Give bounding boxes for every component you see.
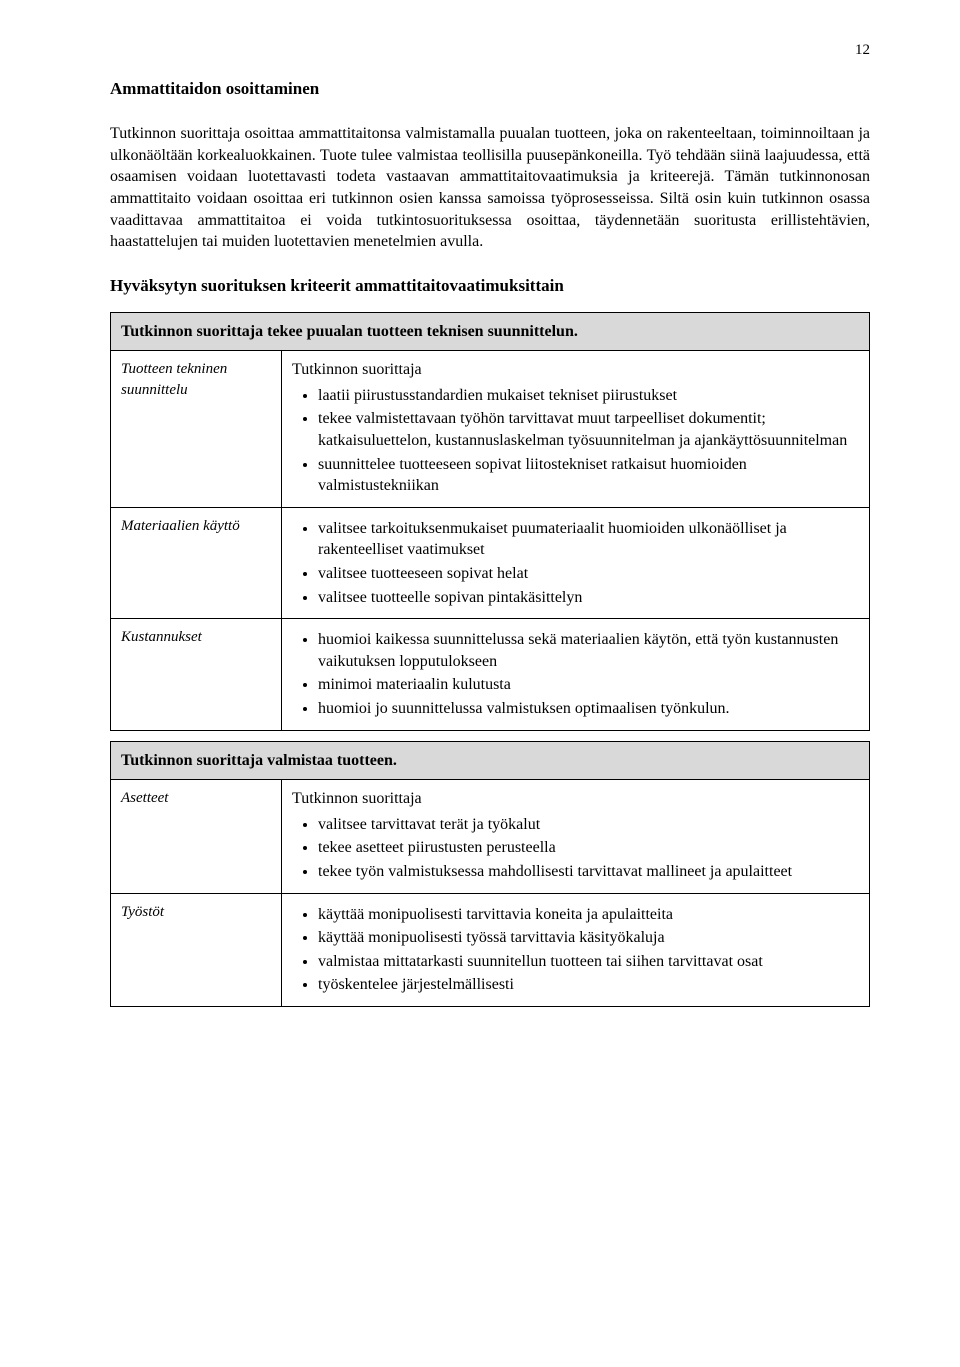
- bullet-list: valitsee tarkoituksenmukaiset puumateria…: [292, 518, 859, 608]
- row-content: valitsee tarkoituksenmukaiset puumateria…: [282, 507, 870, 618]
- list-item: huomioi kaikessa suunnittelussa sekä mat…: [318, 629, 859, 672]
- bullet-list: käyttää monipuolisesti tarvittavia konei…: [292, 904, 859, 996]
- list-item: valitsee tuotteelle sopivan pintakäsitte…: [318, 587, 859, 609]
- body-paragraph: Tutkinnon suorittaja osoittaa ammattitai…: [110, 123, 870, 253]
- intro-line: Tutkinnon suorittaja: [292, 359, 859, 381]
- subsection-heading: Hyväksytyn suorituksen kriteerit ammatti…: [110, 275, 870, 298]
- table-row: Kustannukset huomioi kaikessa suunnittel…: [111, 619, 870, 730]
- table-header-row: Tutkinnon suorittaja tekee puualan tuott…: [111, 312, 870, 351]
- criteria-table-2: Tutkinnon suorittaja valmistaa tuotteen.…: [110, 741, 870, 1007]
- list-item: valitsee tuotteeseen sopivat helat: [318, 563, 859, 585]
- list-item: minimoi materiaalin kulutusta: [318, 674, 859, 696]
- list-item: työskentelee järjestelmällisesti: [318, 974, 859, 996]
- table-row: Tuotteen tekninen suunnittelu Tutkinnon …: [111, 351, 870, 508]
- table-row: Materiaalien käyttö valitsee tarkoitukse…: [111, 507, 870, 618]
- row-content: Tutkinnon suorittaja laatii piirustussta…: [282, 351, 870, 508]
- list-item: huomioi jo suunnittelussa valmistuksen o…: [318, 698, 859, 720]
- list-item: laatii piirustusstandardien mukaiset tek…: [318, 385, 859, 407]
- table-row: Asetteet Tutkinnon suorittaja valitsee t…: [111, 780, 870, 893]
- list-item: valitsee tarvittavat terät ja työkalut: [318, 814, 859, 836]
- row-label: Tuotteen tekninen suunnittelu: [111, 351, 282, 508]
- table-row: Työstöt käyttää monipuolisesti tarvittav…: [111, 893, 870, 1006]
- table-header-row: Tutkinnon suorittaja valmistaa tuotteen.: [111, 741, 870, 780]
- bullet-list: huomioi kaikessa suunnittelussa sekä mat…: [292, 629, 859, 719]
- intro-line: Tutkinnon suorittaja: [292, 788, 859, 810]
- row-label: Työstöt: [111, 893, 282, 1006]
- row-content: huomioi kaikessa suunnittelussa sekä mat…: [282, 619, 870, 730]
- row-label: Kustannukset: [111, 619, 282, 730]
- list-item: käyttää monipuolisesti tarvittavia konei…: [318, 904, 859, 926]
- page-number: 12: [110, 40, 870, 60]
- list-item: suunnittelee tuotteeseen sopivat liitost…: [318, 454, 859, 497]
- page: 12 Ammattitaidon osoittaminen Tutkinnon …: [0, 0, 960, 1057]
- list-item: tekee valmistettavaan työhön tarvittavat…: [318, 408, 859, 451]
- row-content: käyttää monipuolisesti tarvittavia konei…: [282, 893, 870, 1006]
- criteria-table-1: Tutkinnon suorittaja tekee puualan tuott…: [110, 312, 870, 731]
- list-item: valmistaa mittatarkasti suunnitellun tuo…: [318, 951, 859, 973]
- list-item: valitsee tarkoituksenmukaiset puumateria…: [318, 518, 859, 561]
- list-item: tekee asetteet piirustusten perusteella: [318, 837, 859, 859]
- list-item: käyttää monipuolisesti työssä tarvittavi…: [318, 927, 859, 949]
- bullet-list: valitsee tarvittavat terät ja työkalut t…: [292, 814, 859, 883]
- row-label: Materiaalien käyttö: [111, 507, 282, 618]
- section-title: Ammattitaidon osoittaminen: [110, 78, 870, 101]
- table-header-cell: Tutkinnon suorittaja tekee puualan tuott…: [111, 312, 870, 351]
- table-header-cell: Tutkinnon suorittaja valmistaa tuotteen.: [111, 741, 870, 780]
- bullet-list: laatii piirustusstandardien mukaiset tek…: [292, 385, 859, 497]
- row-label: Asetteet: [111, 780, 282, 893]
- row-content: Tutkinnon suorittaja valitsee tarvittava…: [282, 780, 870, 893]
- list-item: tekee työn valmistuksessa mahdollisesti …: [318, 861, 859, 883]
